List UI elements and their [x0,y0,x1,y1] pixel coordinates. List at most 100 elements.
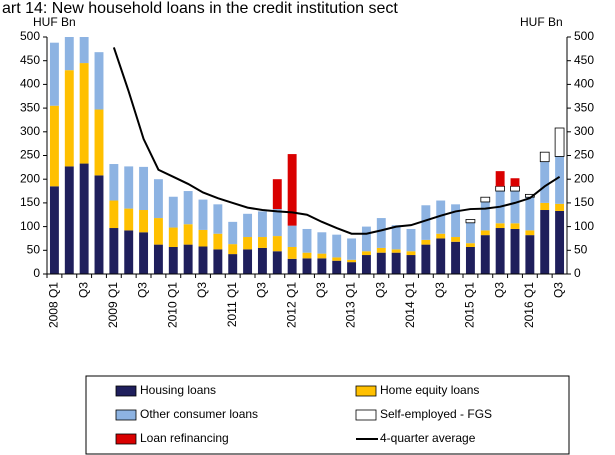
bar-segment [64,37,74,71]
x-tick-label: Q3 [76,282,90,298]
bar-segment [332,260,342,274]
bar-segment [391,252,401,274]
bar-segment [243,249,253,274]
bar-segment [465,222,475,244]
bar-segment [94,52,104,110]
bar-segment [376,218,386,248]
bar-segment [272,179,282,210]
legend-swatch [355,385,377,397]
legend-label: Other consumer loans [140,407,258,421]
legend-label: Self-employed - FGS [380,407,492,421]
bar-segment [257,247,267,274]
bar-segment [302,258,312,274]
average-line [112,47,561,235]
legend-label: 4-quarter average [380,431,476,445]
bar-segment [376,252,386,274]
y2-tick-label: 50 [574,242,588,256]
y-axis-label: HUF Bn [33,15,76,29]
bar-segment [302,228,312,253]
bar-segment [287,246,297,259]
bar-segment [257,237,267,248]
chart-title: art 14: New household loans in the credi… [2,0,398,17]
bar-segment [391,225,401,250]
bar-segment [465,243,475,247]
bar-segment [436,233,446,239]
bar-segment [347,262,357,274]
bar-segment [525,197,535,231]
y2-tick-label: 0 [574,266,581,280]
bar-segment [139,166,149,211]
bar-segment [79,37,89,64]
y-tick-label: 400 [20,77,40,91]
bar-segment [495,171,505,187]
bar-segment [510,228,520,274]
legend-swatch [355,409,377,421]
bar-segment [243,237,253,250]
bar-segment [168,196,178,228]
bar-segment [153,244,163,274]
bar-segment [495,228,505,274]
y2-tick-label: 350 [574,100,594,114]
x-tick-label: 2014 Q1 [403,282,417,328]
bar-segment [347,259,357,263]
bar-segment [302,252,312,259]
bar-segment [332,257,342,261]
y-tick-label: 250 [20,148,40,162]
bar-segment [198,246,208,274]
bar-segment [168,227,178,247]
bar-segment [243,213,253,238]
bar-segment [465,219,476,224]
bar-segment [406,228,416,252]
bar-segment [198,229,208,247]
bar-segment [64,70,74,167]
bar-segment [317,258,327,274]
bar-segment [480,201,490,231]
y-tick-label: 50 [27,242,41,256]
bar-segment [436,238,446,274]
legend-label: Loan refinancing [140,431,229,445]
bar-segment [287,258,297,274]
bar-segment [139,232,149,274]
bar-segment [525,230,535,236]
bar-segment [272,236,282,252]
bar-segment [451,237,461,242]
bar-segment [124,230,134,274]
y-tick-label: 500 [20,29,40,43]
bar-segment [480,230,490,236]
bar-segment [510,178,520,187]
bar-segment [64,166,74,274]
x-tick-label: Q3 [552,282,566,298]
bar-segment [317,232,327,254]
bar-segment [49,105,59,187]
x-tick-label: 2012 Q1 [284,282,298,328]
bar-segment [213,249,223,274]
x-tick-label: Q3 [314,282,328,298]
y2-tick-label: 250 [574,148,594,162]
x-tick-label: 2009 Q1 [106,282,120,328]
bar-segment [510,185,520,192]
bar-segment [480,196,491,203]
bar-segment [421,244,431,274]
x-tick-label: 2016 Q1 [522,282,536,328]
bar-segment [495,185,505,192]
bar-segment [153,179,163,219]
bar-segment [539,151,550,163]
y2-tick-label: 150 [574,195,594,209]
bar-segment [555,156,565,204]
y-tick-label: 150 [20,195,40,209]
x-tick-label: 2015 Q1 [463,282,477,328]
bar-segment [228,221,238,245]
bar-segment [480,235,490,274]
plot [49,37,565,274]
bar-segment [49,42,59,106]
y2-tick-label: 100 [574,219,594,233]
bar-segment [554,127,565,157]
bar-segment [332,234,342,258]
bar-segment [361,255,371,274]
bar-segment [465,246,475,274]
y-tick-label: 350 [20,100,40,114]
bar-segment [79,163,89,274]
legend-label: Housing loans [140,383,216,397]
x-tick-label: 2008 Q1 [47,282,61,328]
